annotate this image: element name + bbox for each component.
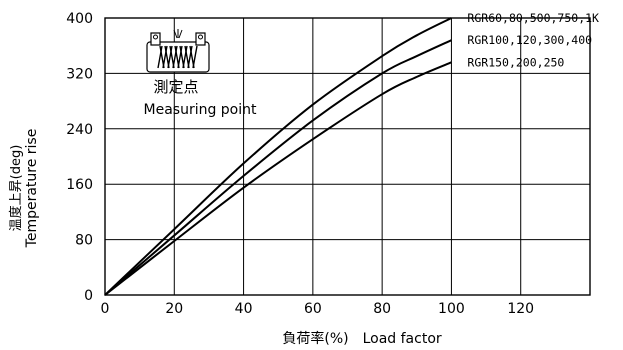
resistor-icon (146, 29, 210, 73)
y-axis-label-en: Temperature rise (24, 129, 40, 249)
x-axis-label: 負荷率(%) Load factor (282, 330, 442, 347)
measuring-point-jp: 測定点 (153, 78, 198, 96)
y-tick-label: 240 (66, 122, 93, 138)
y-axis-label: 温度上昇(deg) Temperature rise (8, 129, 40, 249)
series-curves (104, 17, 452, 296)
series-label-1: RGR60,80,500,750,1K (467, 11, 599, 25)
y-tick-label: 0 (84, 288, 93, 304)
measuring-point-en: Measuring point (144, 102, 258, 118)
series-label-3: RGR150,200,250 (467, 55, 564, 69)
y-tick-label: 160 (66, 177, 93, 193)
grid-lines (105, 18, 590, 295)
series-labels: RGR60,80,500,750,1K RGR100,120,300,400 RGR… (467, 11, 599, 69)
x-tick-label: 120 (507, 301, 534, 317)
y-axis-label-jp: 温度上昇(deg) (8, 145, 24, 232)
series-line-2 (104, 39, 452, 296)
x-tick-label: 40 (235, 301, 253, 317)
x-tick-label: 60 (304, 301, 322, 317)
plot-frame (104, 17, 591, 296)
x-tick-label: 20 (165, 301, 183, 317)
x-tick-label: 80 (373, 301, 391, 317)
series-line-3 (104, 61, 452, 296)
tick-labels: 0 20 40 60 80 100 120 0 80 160 240 320 400 (66, 11, 534, 317)
y-tick-label: 320 (66, 66, 93, 82)
y-tick-label: 400 (66, 11, 93, 27)
x-tick-label: 0 (101, 301, 110, 317)
x-tick-label: 100 (438, 301, 465, 317)
y-tick-label: 80 (75, 233, 93, 249)
series-label-2: RGR100,120,300,400 (467, 33, 592, 47)
series-line-1 (104, 17, 452, 296)
